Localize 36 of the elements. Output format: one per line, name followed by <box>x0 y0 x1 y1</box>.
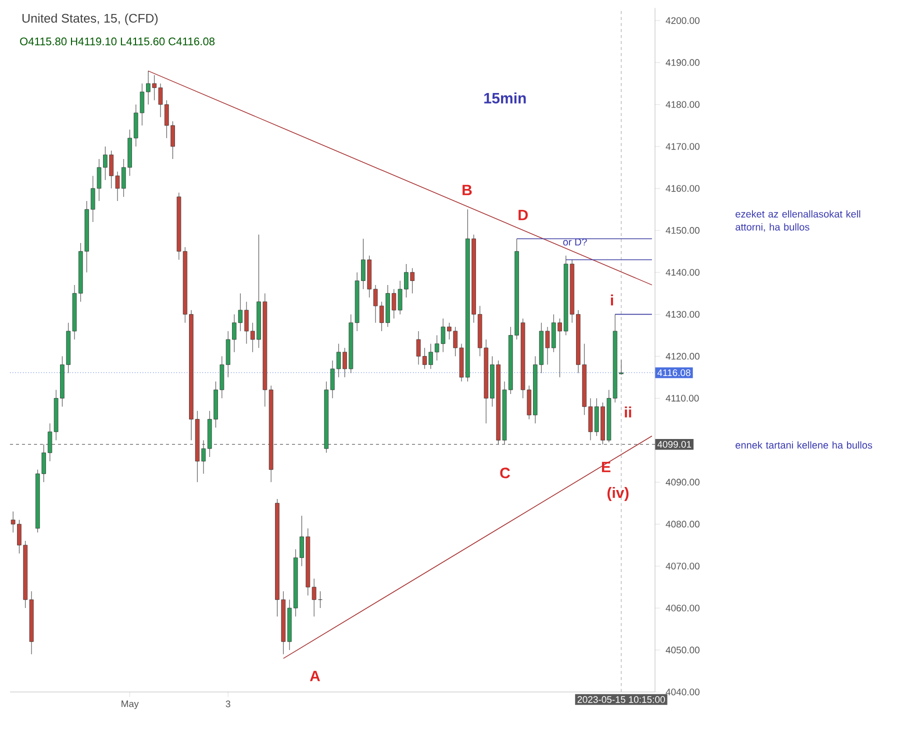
y-tick-label: 4060.00 <box>666 604 700 612</box>
annotation: i <box>610 294 614 306</box>
y-tick-label: 4180.00 <box>666 101 700 108</box>
y-tick-label: 4200.00 <box>666 17 700 24</box>
y-tick-label: 4150.00 <box>666 227 700 234</box>
chart-title: United States, 15, (CFD) <box>22 14 158 26</box>
y-tick-label: 4090.00 <box>666 478 700 486</box>
x-tick-label: 3 <box>226 700 230 708</box>
annotation: 15min <box>484 92 526 104</box>
annotation: D <box>518 210 528 220</box>
y-tick-label: 4120.00 <box>666 352 700 360</box>
y-tick-label: 4070.00 <box>666 562 700 570</box>
x-tick-label: May <box>122 700 139 710</box>
y-tick-label: 4080.00 <box>666 520 700 528</box>
ref-line-label: 4099.01 <box>657 440 692 448</box>
y-tick-label: 4170.00 <box>666 143 700 150</box>
annotation: B <box>462 184 472 196</box>
y-tick-label: 4130.00 <box>666 310 700 318</box>
text: ennek tartani kellene ha bullos <box>736 441 872 449</box>
text: ezeket az ellenallasokat kell attorni, ha bullos <box>736 210 860 232</box>
annotation: E <box>602 462 610 472</box>
annotation: A <box>310 670 320 682</box>
candlestick <box>312 578 316 617</box>
ref-line-label: 4116.08 <box>657 369 690 376</box>
text: O4115.80 H4119.10 L4115.60 C4116.08 <box>20 38 215 46</box>
x-tick-label: 2023-05-15 10:15:00 <box>578 696 665 703</box>
annotation: (iv) <box>608 486 629 501</box>
y-tick-label: 4160.00 <box>666 185 700 192</box>
y-tick-label: 4140.00 <box>666 268 700 276</box>
annotation: or D? <box>563 238 587 246</box>
y-tick-label: 4110.00 <box>666 394 699 402</box>
annotation: C <box>500 468 510 478</box>
y-tick-label: 4040.00 <box>666 688 700 696</box>
annotation: ii <box>624 406 632 418</box>
y-tick-label: 4190.00 <box>666 59 700 66</box>
y-tick-label: 4050.00 <box>666 646 700 654</box>
